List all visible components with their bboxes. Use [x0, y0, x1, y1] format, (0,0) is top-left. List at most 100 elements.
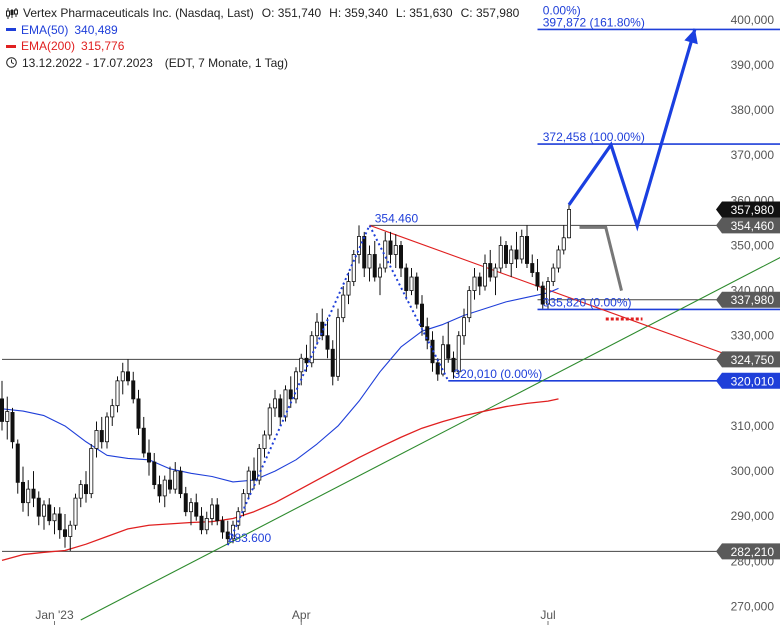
candle [346, 272, 351, 305]
candle-body [36, 497, 41, 517]
candle [162, 475, 167, 508]
candle-body [105, 416, 110, 443]
price-tag-box [716, 351, 780, 368]
price-tick-label: 370,000 [731, 148, 775, 162]
candle-body [472, 276, 477, 291]
annotation-label: 372,458 (100.00%) [543, 130, 645, 144]
price-tag-text: 324,750 [731, 353, 775, 367]
candle-body [120, 371, 125, 382]
candle [409, 268, 414, 296]
candle [204, 511, 209, 535]
legend-title-row: Vertex Pharmaceuticals Inc. (Nasdaq, Las… [6, 5, 519, 22]
candle [320, 308, 325, 341]
candle [351, 249, 356, 287]
candle-body [451, 357, 456, 373]
candle [199, 507, 204, 535]
candle-body [136, 398, 141, 429]
time-tick-label: Jul [540, 608, 555, 622]
candle-body [341, 294, 346, 319]
candle-body [152, 461, 157, 486]
candle-body [304, 357, 309, 364]
candle [314, 313, 319, 345]
candle [115, 376, 120, 413]
candle-body [183, 493, 188, 513]
candle-body [498, 245, 503, 269]
ema50-line [1, 287, 559, 483]
price-tag-text: 354,460 [731, 219, 775, 233]
candle [498, 236, 503, 273]
candle [446, 322, 451, 363]
candle-body [42, 504, 47, 517]
candle [20, 466, 25, 512]
legend-range-row: 13.12.2022 - 17.07.2023 (EDT, 7 Monate, … [6, 55, 519, 72]
candle-body [519, 236, 524, 260]
candle [383, 231, 388, 273]
candle [367, 245, 372, 282]
candle [73, 493, 78, 530]
annotation-label: 335,820 (0.00%) [543, 295, 632, 309]
date-range: 13.12.2022 - 17.07.2023 [22, 55, 153, 70]
candle [461, 308, 466, 345]
candle-body [461, 317, 466, 337]
candle [472, 268, 477, 300]
low-value: L: 351,630 [395, 6, 453, 20]
candle-body [556, 249, 561, 269]
candle [152, 453, 157, 490]
candle [482, 254, 487, 291]
level-price-tag: 324,750 [716, 351, 780, 368]
candle [183, 486, 188, 517]
candle-body [251, 470, 256, 481]
candle [209, 498, 214, 526]
candle [78, 480, 83, 508]
candle [225, 520, 230, 546]
candle-body [404, 267, 409, 291]
candle-body [514, 249, 519, 260]
high-value: H: 359,340 [329, 6, 388, 20]
candle-body [236, 511, 241, 526]
candle-body [525, 236, 530, 264]
candle-body [26, 488, 31, 504]
time-tick-label: Apr [292, 608, 311, 622]
candle-body [241, 493, 246, 513]
candle-body [99, 430, 104, 443]
candle-body [493, 267, 498, 278]
candle [525, 225, 530, 269]
candle-body [388, 240, 393, 255]
candle-body [477, 276, 482, 287]
candle [330, 340, 335, 386]
candle [304, 344, 309, 372]
time-tick-label: Jan '23 [35, 608, 74, 622]
candle [36, 491, 41, 526]
candle-body [456, 335, 461, 373]
ema200-swatch [6, 44, 16, 48]
candle-body [84, 484, 89, 495]
candle [561, 225, 566, 255]
candle [188, 498, 193, 526]
candle-body [503, 245, 508, 264]
candle-body [367, 254, 372, 269]
candle-body [288, 389, 293, 400]
candle-body [467, 290, 472, 319]
ema50-value: 340,489 [74, 22, 118, 37]
drawings [226, 28, 698, 546]
candle [10, 407, 15, 449]
candle-body [10, 412, 15, 443]
level-price-tag: 282,210 [716, 543, 780, 560]
candle [262, 430, 267, 458]
candle [267, 403, 272, 440]
candle-body [393, 245, 398, 255]
annotation-label: 0.00%) [543, 4, 581, 18]
candle-body [561, 237, 566, 251]
candle-body [325, 335, 330, 350]
candle-body [110, 405, 115, 418]
candle-body [215, 504, 220, 522]
legend-ema200-row: EMA(200) 315,776 [6, 38, 519, 55]
candle [236, 507, 241, 530]
candle-body [509, 249, 514, 264]
candle [372, 240, 377, 282]
candle-body [440, 344, 445, 375]
candle-body [167, 479, 172, 490]
candle [341, 286, 346, 323]
annotation-label: 354.460 [375, 211, 419, 225]
